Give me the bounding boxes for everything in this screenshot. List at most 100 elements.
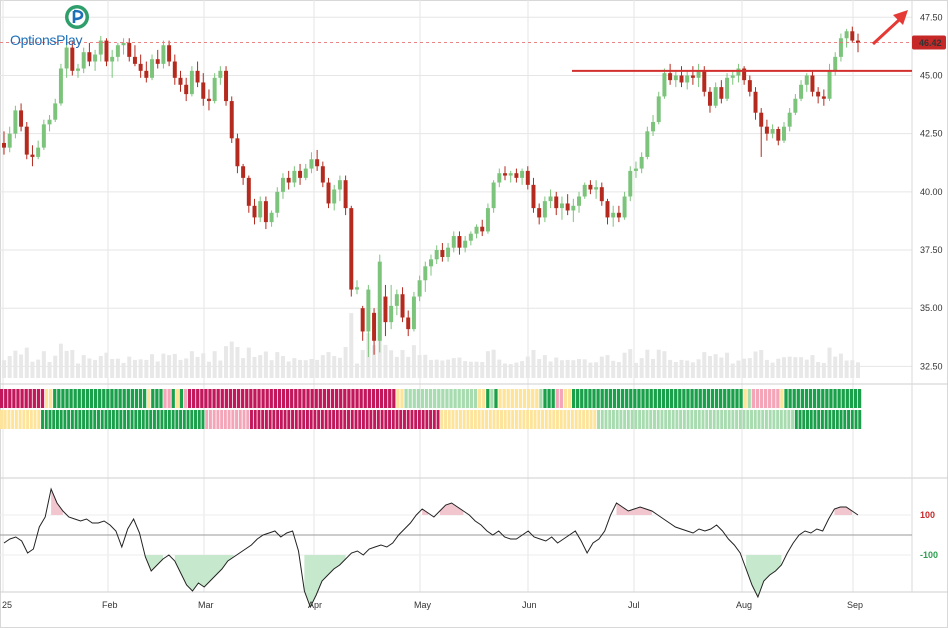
indicator-cell xyxy=(794,410,798,429)
indicator-cell xyxy=(604,389,608,408)
candle-body xyxy=(633,168,638,171)
volume-bar xyxy=(406,356,411,378)
indicator-cell xyxy=(428,389,433,408)
candle-body xyxy=(2,142,6,148)
indicator-cell xyxy=(473,410,477,429)
indicator-cell xyxy=(567,389,572,408)
indicator-cell xyxy=(420,389,425,408)
indicator-cell xyxy=(126,389,130,408)
candle-body xyxy=(856,40,860,43)
volume-bar xyxy=(525,356,530,378)
indicator-cell xyxy=(167,410,171,429)
candle-body xyxy=(548,196,553,202)
candle-body xyxy=(662,73,667,97)
candle-body xyxy=(189,70,194,95)
candle-body xyxy=(144,70,149,78)
indicator-cell xyxy=(772,389,776,408)
volume-bar xyxy=(685,360,690,378)
indicator-cell xyxy=(641,389,645,408)
volume-bar xyxy=(167,355,172,378)
indicator-cell xyxy=(20,389,24,408)
indicator-cell xyxy=(679,410,683,429)
indicator-cell xyxy=(421,410,425,429)
candle-body xyxy=(485,208,490,232)
volume-bar xyxy=(320,355,325,378)
indicator-cell xyxy=(633,389,637,408)
indicator-cell xyxy=(526,410,530,429)
indicator-cell xyxy=(375,389,380,408)
indicator-cell xyxy=(281,389,286,408)
candle-body xyxy=(206,98,211,102)
osc-upper-label: 100 xyxy=(920,510,935,520)
indicator-cell xyxy=(335,410,339,429)
indicator-cell xyxy=(753,410,757,429)
candle-body xyxy=(594,187,599,190)
indicator-cell xyxy=(228,389,233,408)
volume-bar xyxy=(787,356,792,378)
indicator-cell xyxy=(44,389,49,408)
indicator-cell xyxy=(660,410,664,429)
indicator-cell xyxy=(216,410,220,429)
indicator-cell xyxy=(302,410,306,429)
indicator-cell xyxy=(567,410,571,429)
indicator-cell xyxy=(441,389,445,408)
indicator-cell xyxy=(359,389,363,408)
volume-bar xyxy=(110,359,115,378)
indicator-cell xyxy=(630,410,634,429)
candle-body xyxy=(850,31,855,41)
volume-bar xyxy=(542,355,547,378)
indicator-cell xyxy=(429,410,433,429)
indicator-cell xyxy=(0,389,4,408)
indicator-cell xyxy=(318,389,322,408)
indicator-cell xyxy=(18,410,22,429)
indicator-cell xyxy=(743,389,747,408)
indicator-cell xyxy=(330,389,335,408)
volume-bar xyxy=(332,356,337,378)
volume-bar xyxy=(730,363,735,378)
volume-bar xyxy=(70,350,75,378)
candle-body xyxy=(446,247,451,257)
candle-body xyxy=(309,159,314,169)
candle-body xyxy=(491,182,496,209)
volume-bar xyxy=(150,354,155,378)
volume-bar xyxy=(195,356,200,378)
indicator-cell xyxy=(250,410,253,429)
candle-body xyxy=(241,166,246,178)
indicator-cell xyxy=(820,410,824,429)
volume-bar xyxy=(838,353,843,378)
indicator-cell xyxy=(755,389,760,408)
indicator-cell xyxy=(324,410,328,429)
indicator-cell xyxy=(788,389,792,408)
candle-body xyxy=(468,233,473,241)
indicator-cell xyxy=(759,389,764,408)
volume-bar xyxy=(98,356,103,378)
indicator-cell xyxy=(597,410,600,429)
indicator-cell xyxy=(556,410,559,429)
indicator-cell xyxy=(36,389,41,408)
volume-bar xyxy=(508,364,513,378)
indicator-cell xyxy=(637,389,641,408)
volume-bar xyxy=(514,362,519,378)
indicator-cell xyxy=(543,389,547,408)
volume-bar xyxy=(400,350,405,378)
candle-body xyxy=(577,196,582,206)
candle-body xyxy=(730,75,735,78)
volume-bar xyxy=(383,344,388,378)
indicator-cell xyxy=(290,389,294,408)
indicator-cell xyxy=(731,389,735,408)
indicator-cell xyxy=(661,389,666,408)
candle-body xyxy=(47,119,52,125)
candle-body xyxy=(417,280,422,297)
indicator-cell xyxy=(358,410,362,429)
indicator-cell xyxy=(208,389,212,408)
indicator-cell xyxy=(619,410,623,429)
indicator-cell xyxy=(514,410,518,429)
volume-bar xyxy=(497,359,502,378)
indicator-cell xyxy=(843,410,847,429)
indicator-cell xyxy=(309,410,313,429)
indicator-cell xyxy=(690,410,694,429)
indicator-cell xyxy=(828,410,832,429)
indicator-cell xyxy=(187,389,192,408)
indicator-cell xyxy=(638,410,642,429)
indicator-cell xyxy=(445,389,449,408)
